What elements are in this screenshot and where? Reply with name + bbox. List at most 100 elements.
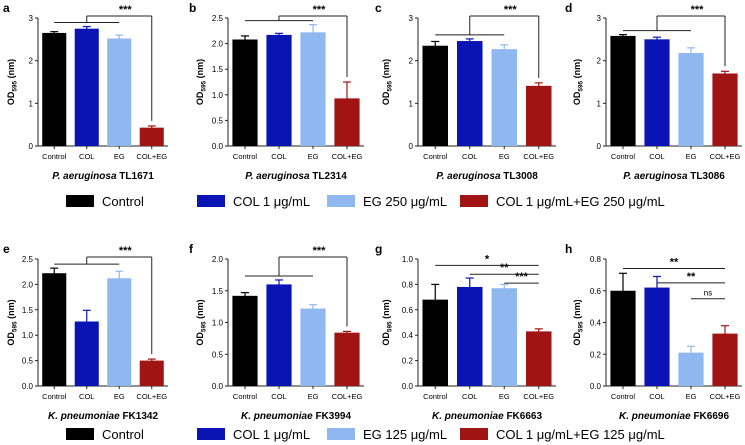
legend-2: Control COL 1 μg/mL EG 125 μg/mL COL 1 μg/m… xyxy=(66,427,665,442)
x-tick-label: EG xyxy=(686,152,697,161)
y-tick-label: 1 xyxy=(29,99,34,108)
x-tick-label: COL+EG xyxy=(523,392,554,401)
x-tick-label: EG xyxy=(114,392,125,401)
x-tick-label: EG xyxy=(499,152,510,161)
panel-caption: K. pneumoniae FK3994 xyxy=(241,411,351,422)
legend-swatch xyxy=(66,428,94,440)
y-tick-label: 1.5 xyxy=(22,306,34,315)
panel-letter: g xyxy=(375,242,382,256)
y-axis-label-unit: (nm) xyxy=(6,299,16,321)
sig-label: *** xyxy=(313,245,327,257)
legend-swatch xyxy=(460,428,488,440)
sig-label: ** xyxy=(670,257,679,269)
legend-label: COL 1 μg/mL xyxy=(233,427,310,442)
panel-g: g OD595 (nm) 0.0 0.2 0.4 0.6 0.8 1.0 Control COL E… xyxy=(375,242,556,422)
y-tick-label: 3 xyxy=(597,14,602,23)
y-axis-label: OD595 (nm) xyxy=(6,59,19,105)
panel-letter: h xyxy=(565,242,572,256)
y-tick-label: 3 xyxy=(29,14,34,23)
y-axis-label-main: OD xyxy=(572,332,582,346)
bar-eg xyxy=(300,308,326,386)
caption-species: P. aeruginosa xyxy=(52,171,119,182)
y-tick-label: 1.5 xyxy=(212,65,224,74)
y-tick-label: 0.2 xyxy=(402,357,414,366)
y-axis-label: OD595 (nm) xyxy=(195,299,208,345)
x-tick-label: COL+EG xyxy=(523,152,554,161)
y-axis-label-sub: 595 xyxy=(201,321,208,332)
bar-col-eg xyxy=(712,73,738,146)
y-axis-label: OD595 (nm) xyxy=(381,59,394,105)
y-axis-label-sub: 595 xyxy=(578,321,585,332)
bar-control xyxy=(232,39,258,147)
bar-eg xyxy=(491,49,518,146)
x-tick-label: COL xyxy=(79,392,94,401)
y-tick-label: 0.0 xyxy=(22,382,34,391)
bar-col xyxy=(266,284,292,386)
bar-control xyxy=(232,295,258,386)
y-tick-label: 1.0 xyxy=(402,255,414,264)
panel-letter: d xyxy=(565,1,572,15)
caption-species: K. pneumoniae xyxy=(48,411,122,422)
y-axis-label-unit: (nm) xyxy=(195,59,205,81)
bar-col-eg xyxy=(139,127,164,146)
y-tick-label: 0.2 xyxy=(590,350,602,359)
legend-swatch xyxy=(66,195,94,207)
x-tick-label: COL+EG xyxy=(332,152,363,161)
y-tick-label: 0.5 xyxy=(212,116,224,125)
y-tick-label: 0 xyxy=(29,142,34,151)
bar-col-eg xyxy=(525,331,552,386)
panel-caption: P. aeruginosa TL2314 xyxy=(245,171,347,182)
x-tick-label: Control xyxy=(423,392,448,401)
y-axis-label-main: OD xyxy=(6,332,16,346)
bar-eg xyxy=(107,38,132,147)
legend-swatch xyxy=(327,428,355,440)
panel-letter: c xyxy=(375,1,382,15)
y-axis-label-main: OD xyxy=(381,91,391,105)
x-tick-label: Control xyxy=(233,152,258,161)
caption-strain: TL3086 xyxy=(690,171,725,182)
caption-strain: FK1342 xyxy=(122,411,158,422)
sig-label: *** xyxy=(119,245,133,257)
bar-eg xyxy=(300,32,326,146)
panel-letter: f xyxy=(189,242,194,256)
sig-label: * xyxy=(485,253,490,265)
bar-col xyxy=(644,39,670,147)
y-tick-label: 1.0 xyxy=(212,91,224,100)
y-tick-label: 2.5 xyxy=(212,14,224,23)
legend-label: COL 1 μg/mL+EG 125 μg/mL xyxy=(496,427,665,442)
panel-b: b OD595 (nm) 0.0 0.5 1.0 1.5 2.0 2.5 Control COL E… xyxy=(189,1,364,182)
bar-col-eg xyxy=(139,360,164,386)
y-axis-label-main: OD xyxy=(6,91,16,105)
y-axis-label-sub: 595 xyxy=(387,321,394,332)
bar-col xyxy=(456,286,483,386)
y-tick-label: 0.8 xyxy=(402,280,414,289)
panel-letter: a xyxy=(3,1,10,15)
legend-label: COL 1 μg/mL+EG 250 μg/mL xyxy=(496,194,665,209)
sig-label: *** xyxy=(313,4,327,16)
bar-control xyxy=(42,273,67,386)
y-axis-label-unit: (nm) xyxy=(381,299,391,321)
x-tick-label: COL+EG xyxy=(332,392,363,401)
bar-col-eg xyxy=(712,333,738,386)
y-tick-label: 2 xyxy=(29,57,34,66)
y-tick-label: 0.0 xyxy=(212,142,224,151)
sig-label: *** xyxy=(119,4,133,16)
x-tick-label: COL+EG xyxy=(136,392,167,401)
y-tick-label: 2.0 xyxy=(212,40,224,49)
x-tick-label: COL+EG xyxy=(710,392,741,401)
panel-c: c OD595 (nm) 0 1 2 3 Control COL EG COL+EG *** P. a… xyxy=(375,1,556,182)
caption-species: P. aeruginosa xyxy=(623,171,690,182)
legend-swatch xyxy=(197,195,225,207)
y-axis-label: OD595 (nm) xyxy=(381,299,394,345)
y-tick-label: 0.8 xyxy=(590,255,602,264)
sig-label: *** xyxy=(515,271,529,283)
y-axis-label: OD595 (nm) xyxy=(572,59,585,105)
x-tick-label: COL xyxy=(649,152,664,161)
y-axis-label: OD595 (nm) xyxy=(6,299,19,345)
y-axis-label-sub: 595 xyxy=(12,80,19,91)
bar-col-eg xyxy=(334,332,360,386)
y-axis-label-main: OD xyxy=(195,91,205,105)
y-axis-label-sub: 595 xyxy=(387,80,394,91)
y-axis-label-main: OD xyxy=(195,332,205,346)
